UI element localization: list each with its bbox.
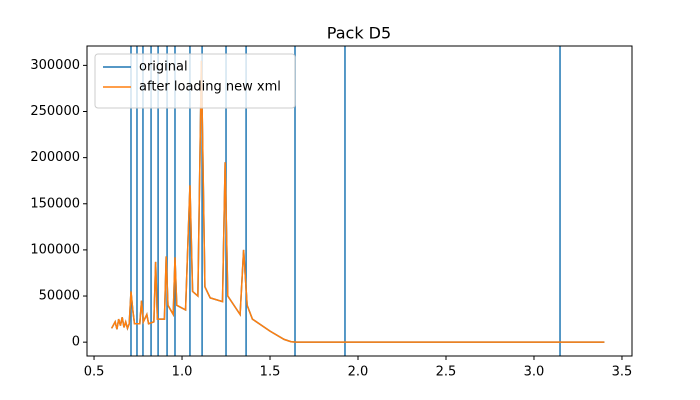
legend-label: after loading new xml xyxy=(139,80,281,95)
x-tick-label: 2.5 xyxy=(436,365,457,380)
y-tick-label: 300000 xyxy=(30,58,80,73)
y-tick-label: 100000 xyxy=(30,242,80,257)
x-tick-label: 2.0 xyxy=(348,365,369,380)
x-tick-label: 0.5 xyxy=(84,365,105,380)
y-tick-label: 0 xyxy=(72,335,80,350)
x-tick-label: 1.0 xyxy=(172,365,193,380)
legend: original after loading new xml xyxy=(94,53,296,109)
legend-label: original xyxy=(139,60,188,75)
x-tick-label: 3.0 xyxy=(524,365,545,380)
legend-box xyxy=(94,53,296,109)
series-line xyxy=(110,60,605,343)
y-tick-label: 200000 xyxy=(30,150,80,165)
y-tick-label: 150000 xyxy=(30,196,80,211)
y-tick-label: 50000 xyxy=(39,289,80,304)
x-tick-label: 1.5 xyxy=(260,365,281,380)
y-tick-label: 250000 xyxy=(30,104,80,119)
x-tick-label: 3.5 xyxy=(612,365,633,380)
plot-frame xyxy=(86,45,633,357)
chart-title: Pack D5 xyxy=(327,24,391,43)
